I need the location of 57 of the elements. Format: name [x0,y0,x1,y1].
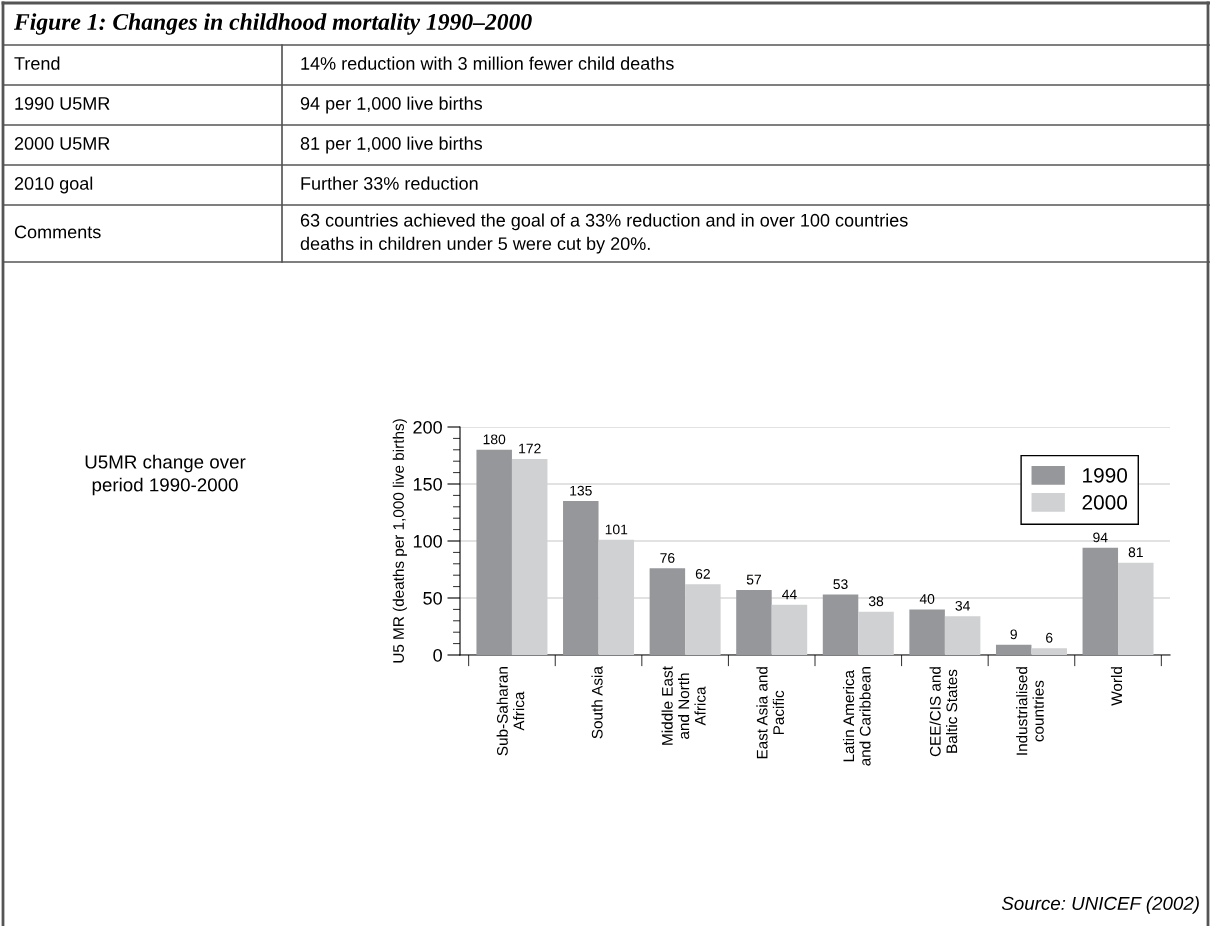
bar [563,501,599,655]
y-axis-title: U5 MR (deaths per 1,000 live births) [392,419,407,663]
text: 2000 U5MR [14,137,110,150]
x-tick-label: South Asia [591,666,603,739]
bar [909,609,945,655]
legend-label: 2000 [1082,495,1128,510]
y-tick-label: 50 [423,591,442,605]
source-note: Source: UNICEF (2002) [1001,896,1199,914]
y-tick-label: 200 [413,420,442,434]
chart-title: Figure 1: Changes in childhood mortality 1990–2000 [13,13,532,35]
data-label: 62 [695,568,710,579]
x-tick-label: CEE/CIS and Baltic States [929,667,958,757]
data-label: 34 [955,600,970,611]
data-label: 94 [1093,532,1108,543]
text: 81 per 1,000 live births [300,136,483,154]
bar [944,616,981,655]
text: 1990 U5MR [15,97,110,110]
legend-label: 1990 [1083,467,1128,483]
text: 94 per 1,000 live births [300,96,483,114]
text: 14% reduction with 3 million fewer child deaths [301,56,674,70]
data-label: 40 [919,594,935,604]
bar [771,604,808,655]
bar [995,644,1032,655]
y-tick-label: 0 [433,648,442,662]
data-label: 9 [1010,629,1017,640]
x-tick-label: World [1110,667,1123,706]
data-label: 57 [746,574,761,585]
x-tick-label: Latin America and Caribbean [842,667,871,766]
data-label: 81 [1128,547,1143,558]
data-label: 6 [1046,632,1053,643]
y-tick-label: 100 [413,534,442,548]
bar [476,449,512,655]
text: 2010 goal [14,176,93,194]
text: U5MR change over period 1990-2000 [85,454,246,496]
bar [858,611,894,655]
bar [1082,547,1119,655]
bar [649,568,686,655]
text: 63 countries achieved the goal of a 33% reduction and in over 100 countries deaths in children under 5 were cut by 20%. [300,213,908,254]
text: Comments [14,225,101,239]
bar [1031,648,1067,655]
data-label: 44 [782,589,797,600]
x-tick-label: Industrialised countries [1016,667,1044,755]
data-label: 172 [519,443,541,454]
x-tick-label: East Asia and Pacific [756,667,785,759]
data-label: 180 [483,434,506,445]
x-tick-label: Sub-Saharan Africa [496,667,525,756]
data-label: 101 [605,524,628,535]
x-tick-label: Middle East and North Africa [661,666,706,745]
data-label: 38 [868,596,884,607]
data-label: 135 [570,485,592,496]
text: Further 33% reduction [301,176,478,190]
data-label: 76 [660,553,675,563]
data-label: 53 [833,579,848,590]
text: Trend [14,56,60,70]
bar [822,594,859,655]
bar [736,590,772,655]
y-tick-label: 150 [413,477,442,491]
